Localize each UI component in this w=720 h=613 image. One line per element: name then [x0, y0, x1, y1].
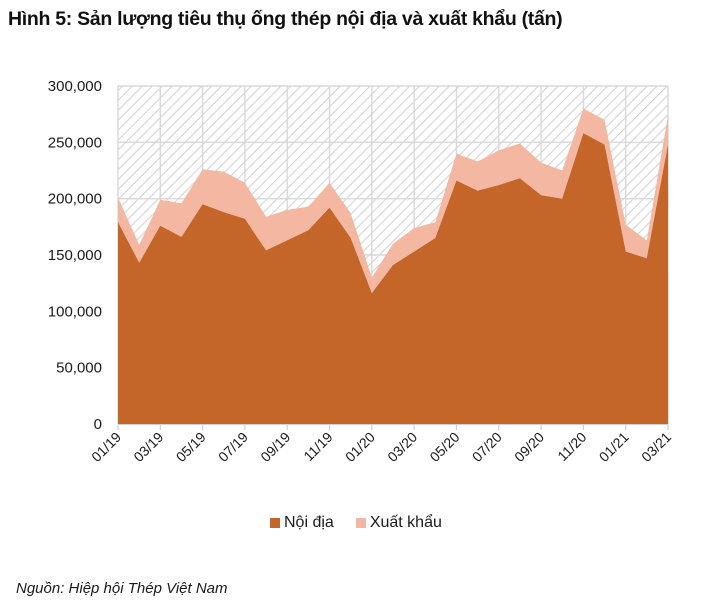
y-axis-labels: 0 50,000 100,000 150,000 200,000 250,000 300,0…: [48, 78, 102, 433]
x-tick-label: 09/19: [257, 429, 293, 465]
area-series-noi-dia: [118, 133, 668, 425]
y-tick-label: 200,000: [48, 191, 102, 208]
legend-swatch-noi-dia: [270, 518, 280, 528]
y-tick-label: 300,000: [48, 78, 102, 95]
y-tick-label: 100,000: [48, 303, 102, 320]
x-tick-label: 07/19: [215, 429, 251, 465]
x-axis-labels: 01/19 03/19 05/19 07/19 09/19 11/19 01/20 03/20…: [88, 429, 674, 465]
x-tick-label: 11/19: [300, 429, 336, 465]
x-tick-label: 11/20: [554, 429, 590, 465]
x-tick-label: 01/21: [596, 429, 632, 465]
x-tick-label: 09/20: [511, 429, 547, 465]
legend: Nội địa Xuất khẩu: [270, 514, 442, 532]
legend-swatch-xuat-khau: [355, 518, 366, 528]
x-tick-label: 05/20: [426, 429, 462, 465]
x-axis-ticks: [117, 425, 669, 430]
source-note: Nguồn: Hiệp hội Thép Việt Nam: [16, 580, 228, 597]
x-tick-label: 07/20: [469, 429, 505, 465]
legend-item-noi-dia: Nội địa: [270, 514, 334, 532]
chart-title: Hình 5: Sản lượng tiêu thụ ống thép nội …: [8, 8, 563, 30]
y-tick-label: 0: [94, 416, 102, 433]
x-tick-label: 03/19: [130, 429, 166, 465]
legend-label-xuat-khau: Xuất khẩu: [369, 514, 442, 531]
y-tick-label: 150,000: [48, 247, 102, 264]
legend-item-xuat-khau: Xuất khẩu: [355, 514, 442, 532]
x-tick-label: 01/20: [342, 429, 378, 465]
y-tick-label: 250,000: [48, 134, 102, 151]
x-tick-label: 01/19: [88, 429, 124, 465]
y-tick-label: 50,000: [56, 360, 102, 377]
legend-label-noi-dia: Nội địa: [284, 514, 334, 531]
x-tick-label: 03/20: [384, 429, 420, 465]
x-tick-label: 03/21: [638, 429, 674, 465]
x-tick-label: 05/19: [173, 429, 209, 465]
